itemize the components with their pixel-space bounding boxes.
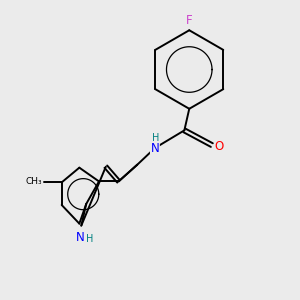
Text: CH₃: CH₃ [25, 177, 42, 186]
Text: F: F [186, 14, 193, 27]
Text: N: N [75, 232, 84, 244]
Text: H: H [152, 133, 159, 143]
Text: H: H [86, 233, 93, 244]
Text: O: O [214, 140, 224, 153]
Text: N: N [151, 142, 159, 154]
